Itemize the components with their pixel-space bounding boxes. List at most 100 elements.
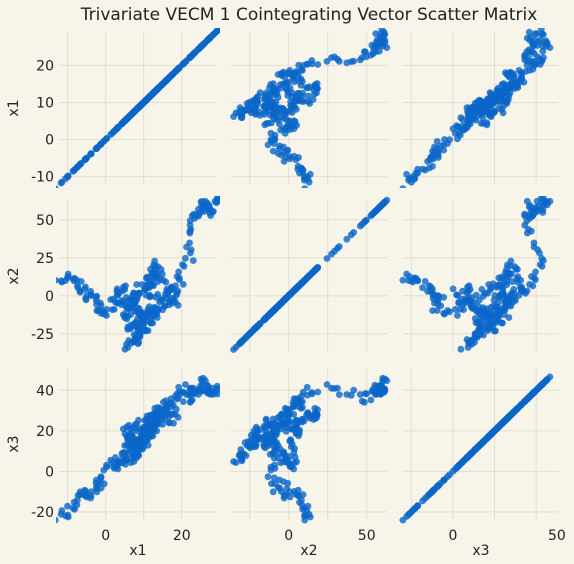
- data-point: [269, 488, 277, 496]
- data-point: [123, 341, 130, 348]
- data-point: [539, 31, 547, 38]
- data-point: [264, 141, 272, 149]
- data-point: [58, 507, 66, 514]
- data-point: [144, 308, 152, 316]
- data-point: [303, 411, 310, 419]
- data-point: [186, 249, 194, 257]
- data-point: [539, 196, 547, 201]
- data-point: [508, 270, 515, 278]
- x-tick-label: 0: [101, 528, 110, 544]
- data-point: [479, 109, 487, 117]
- data-point: [531, 36, 539, 44]
- data-point: [440, 293, 448, 301]
- data-point: [424, 492, 431, 500]
- data-point: [533, 386, 541, 393]
- panel-x3-vs-x2: 0 50: [230, 368, 391, 544]
- data-point: [343, 235, 351, 243]
- data-point: [286, 291, 294, 299]
- data-point: [495, 274, 503, 282]
- data-point: [449, 285, 457, 293]
- data-point: [314, 388, 322, 396]
- data-point: [135, 289, 142, 297]
- data-point: [515, 67, 523, 74]
- data-point: [125, 296, 133, 304]
- data-point: [147, 265, 154, 273]
- data-point: [108, 306, 116, 313]
- data-point: [286, 405, 294, 413]
- y-tick-label: -10: [31, 170, 54, 186]
- data-point: [144, 436, 152, 444]
- data-point: [308, 269, 316, 277]
- data-point: [487, 303, 495, 311]
- data-point: [153, 411, 161, 419]
- data-point: [492, 90, 500, 97]
- data-point: [174, 287, 182, 295]
- panel-x3-vs-x1: -20 0 20 40 0 20: [31, 368, 220, 544]
- data-point: [261, 121, 269, 129]
- data-point: [466, 286, 474, 293]
- data-point: [124, 323, 132, 331]
- data-point: [424, 158, 431, 165]
- data-point: [528, 273, 535, 280]
- data-point: [93, 488, 101, 496]
- data-point: [525, 226, 532, 233]
- data-point: [367, 396, 375, 404]
- panel-points: [399, 373, 554, 524]
- data-point: [299, 388, 307, 396]
- data-point: [372, 384, 380, 392]
- y-tick-label: 0: [45, 289, 54, 305]
- data-point: [182, 381, 189, 388]
- data-point: [287, 436, 294, 444]
- data-point: [253, 425, 261, 433]
- data-point: [133, 105, 141, 113]
- data-point: [472, 291, 480, 299]
- panel-points: [399, 196, 554, 353]
- panel-x1-vs-x1: -10 0 10 20: [31, 28, 220, 188]
- data-point: [56, 185, 59, 188]
- data-point: [58, 278, 66, 286]
- data-point: [511, 79, 518, 87]
- data-point: [135, 443, 143, 450]
- data-point: [433, 307, 441, 314]
- data-point: [87, 150, 95, 157]
- data-point: [214, 28, 220, 34]
- data-point: [517, 276, 525, 284]
- data-point: [377, 390, 385, 398]
- data-point: [264, 442, 272, 449]
- data-point: [480, 331, 487, 339]
- data-point: [531, 204, 539, 212]
- data-point: [294, 90, 302, 98]
- data-point: [523, 287, 531, 295]
- data-point: [515, 403, 523, 411]
- data-point: [533, 30, 541, 37]
- data-point: [119, 311, 127, 318]
- data-point: [491, 427, 499, 434]
- data-point: [300, 417, 308, 425]
- panel-points: [230, 196, 391, 353]
- data-point: [214, 196, 220, 201]
- data-point: [304, 92, 312, 100]
- data-point: [372, 39, 380, 47]
- y-tick-label: 25: [36, 251, 54, 267]
- panels: -10 0 10 20 -25 0 25 50 -20 0 20 40 0 20 0 50 0 50 x1 x1 x2 x…: [6, 28, 566, 559]
- data-point: [446, 136, 453, 144]
- data-point: [283, 458, 291, 466]
- data-point: [274, 454, 282, 462]
- data-point: [437, 302, 445, 310]
- data-point: [124, 436, 132, 444]
- data-point: [514, 265, 521, 273]
- y-axis-label-x3: x3: [6, 435, 22, 452]
- data-point: [289, 425, 297, 433]
- panel-grid: [231, 200, 387, 352]
- data-point: [291, 118, 299, 125]
- data-point: [451, 306, 459, 313]
- data-point: [303, 383, 311, 391]
- data-point: [494, 315, 502, 322]
- data-point: [446, 308, 453, 316]
- data-point: [335, 57, 343, 65]
- data-point: [510, 285, 518, 293]
- data-point: [179, 398, 187, 405]
- data-point: [471, 108, 479, 115]
- data-point: [347, 231, 355, 239]
- data-point: [186, 239, 194, 247]
